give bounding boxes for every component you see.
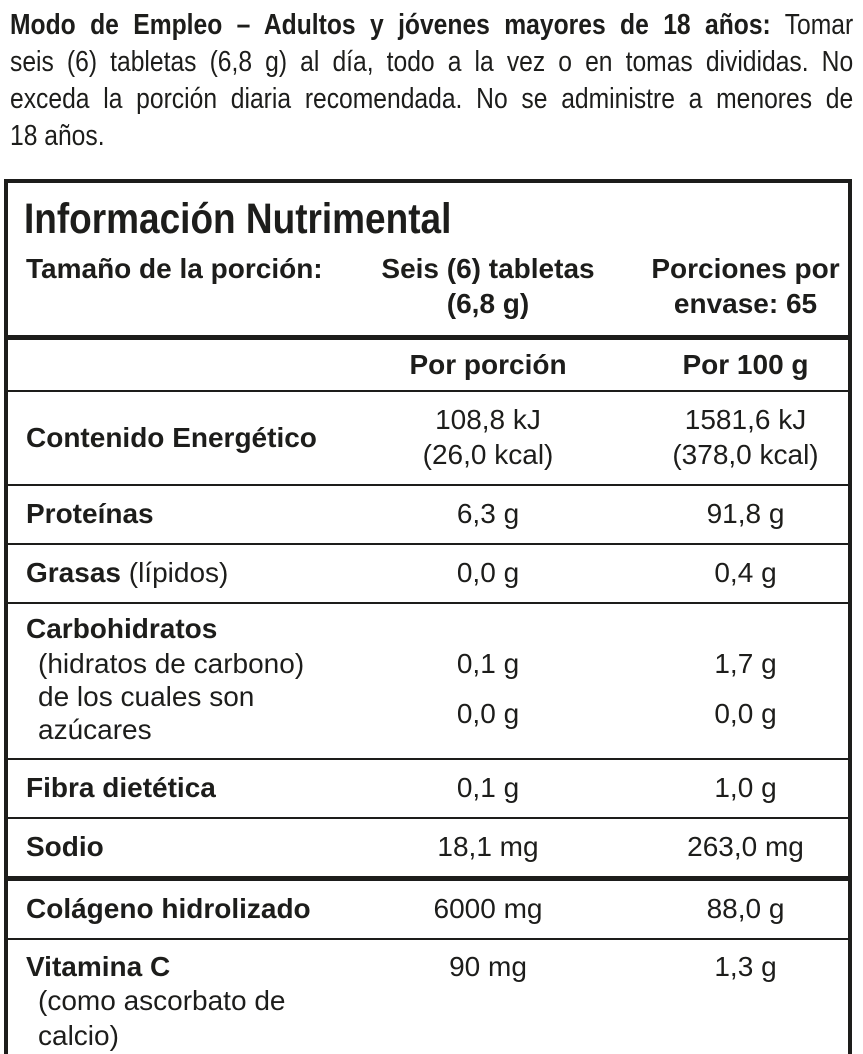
usage-instructions: Modo de Empleo – Adultos y jóvenes mayor… <box>10 7 853 155</box>
servings-per-container-line2: envase: 65 <box>673 288 818 319</box>
nutrient-name-note: (lípidos) <box>128 557 229 588</box>
value-per-serving: 0,1 g <box>456 648 520 679</box>
row-energy: Contenido Energético 108,8 kJ (26,0 kcal… <box>8 392 848 484</box>
usage-lead-rest: Tomar <box>784 9 854 41</box>
value-per-serving: 18,1 mg <box>437 831 539 862</box>
nutrient-name: Grasas (lípidos) <box>26 557 229 588</box>
divider <box>8 938 848 940</box>
servings-per-container: Porciones por envase: 65 <box>613 251 848 321</box>
usage-line-1: Modo de Empleo – Adultos y jóvenes mayor… <box>10 7 853 44</box>
serving-size-value: Seis (6) tabletas (6,8 g) <box>363 251 613 321</box>
row-fiber: Fibra dietética 0,1 g 1,0 g <box>8 760 848 817</box>
divider <box>8 758 848 760</box>
usage-lead-bold: Modo de Empleo – Adultos y jóvenes mayor… <box>10 9 771 41</box>
value-per-serving: 6000 mg <box>433 893 543 924</box>
subrow-carbohydrates: (hidratos de carbono) 0,1 g 1,7 g <box>8 647 848 680</box>
column-header-per-serving: Por porción <box>409 349 567 380</box>
divider <box>8 390 848 392</box>
nutrient-name-note: (como ascorbato de calcio) <box>38 985 286 1051</box>
nutrient-name: Proteínas <box>26 498 154 529</box>
value-kcal: (378,0 kcal) <box>672 439 819 470</box>
usage-line-4: 18 años. <box>10 120 105 152</box>
serving-size-label: Tamaño de la porción: <box>26 253 323 284</box>
value-per-serving: 0,0 g <box>456 557 520 588</box>
row-carbohydrates: Carbohidratos (hidratos de carbono) 0,1 … <box>8 604 848 758</box>
value-per-serving: 6,3 g <box>456 498 520 529</box>
row-vitamin-c: Vitamina C (como ascorbato de calcio) 90… <box>8 940 848 1054</box>
value-per-serving: 90 mg <box>449 951 527 982</box>
panel-title: Información Nutrimental <box>24 195 452 243</box>
column-header-row: Por porción Por 100 g <box>8 340 848 390</box>
nutrient-name: Fibra dietética <box>26 772 216 803</box>
nutrient-subname: de los cuales son azúcares <box>38 681 255 745</box>
row-fat: Grasas (lípidos) 0,0 g 0,4 g <box>8 545 848 602</box>
serving-row: Tamaño de la porción: Seis (6) tabletas … <box>8 247 848 335</box>
serving-size-value-line2: (6,8 g) <box>446 288 530 319</box>
usage-line-3: exceda la porción diaria recomendada. No… <box>10 83 854 115</box>
nutrient-name: Sodio <box>26 831 104 862</box>
value-per-100g: 263,0 mg <box>687 831 804 862</box>
divider-thick <box>8 335 848 340</box>
nutrition-panel: Información Nutrimental Tamaño de la por… <box>4 179 852 1054</box>
usage-line-2: seis (6) tabletas (6,8 g) al día, todo a… <box>10 46 854 78</box>
value-per-serving: 108,8 kJ (26,0 kcal) <box>363 402 613 472</box>
panel-title-row: Información Nutrimental <box>8 183 848 247</box>
value-per-100g: 91,8 g <box>706 498 785 529</box>
value-kj: 108,8 kJ <box>435 404 541 435</box>
value-kcal: (26,0 kcal) <box>422 439 554 470</box>
column-header-per-100g: Por 100 g <box>682 349 809 380</box>
serving-size-value-line1: Seis (6) tabletas <box>381 253 595 284</box>
value-per-100g: 1581,6 kJ (378,0 kcal) <box>613 402 848 472</box>
row-sodium: Sodio 18,1 mg 263,0 mg <box>8 819 848 876</box>
value-per-100g: 88,0 g <box>706 893 785 924</box>
value-per-100g: 1,7 g <box>714 648 777 679</box>
divider-thick <box>8 876 848 881</box>
divider <box>8 602 848 604</box>
value-per-100g: 1,3 g <box>714 951 777 982</box>
nutrient-name: Carbohidratos <box>26 613 218 644</box>
nutrient-name: Contenido Energético <box>26 421 317 453</box>
value-per-100g: 0,4 g <box>714 557 777 588</box>
subrow-sugars: de los cuales son azúcares 0,0 g 0,0 g <box>8 680 848 746</box>
value-per-100g: 0,0 g <box>714 697 777 729</box>
value-per-serving: 0,0 g <box>456 697 520 729</box>
value-kj: 1581,6 kJ <box>684 404 807 435</box>
value-per-100g: 1,0 g <box>714 772 777 803</box>
value-per-serving: 0,1 g <box>456 772 520 803</box>
row-collagen: Colágeno hidrolizado 6000 mg 88,0 g <box>8 881 848 938</box>
nutrient-name: Vitamina C (como ascorbato de calcio) <box>8 950 363 1053</box>
divider <box>8 817 848 819</box>
divider <box>8 484 848 486</box>
nutrient-subname: (hidratos de carbono) <box>38 648 305 679</box>
divider <box>8 543 848 545</box>
nutrient-name: Colágeno hidrolizado <box>26 893 311 924</box>
row-protein: Proteínas 6,3 g 91,8 g <box>8 486 848 543</box>
servings-per-container-line1: Porciones por <box>651 253 840 284</box>
